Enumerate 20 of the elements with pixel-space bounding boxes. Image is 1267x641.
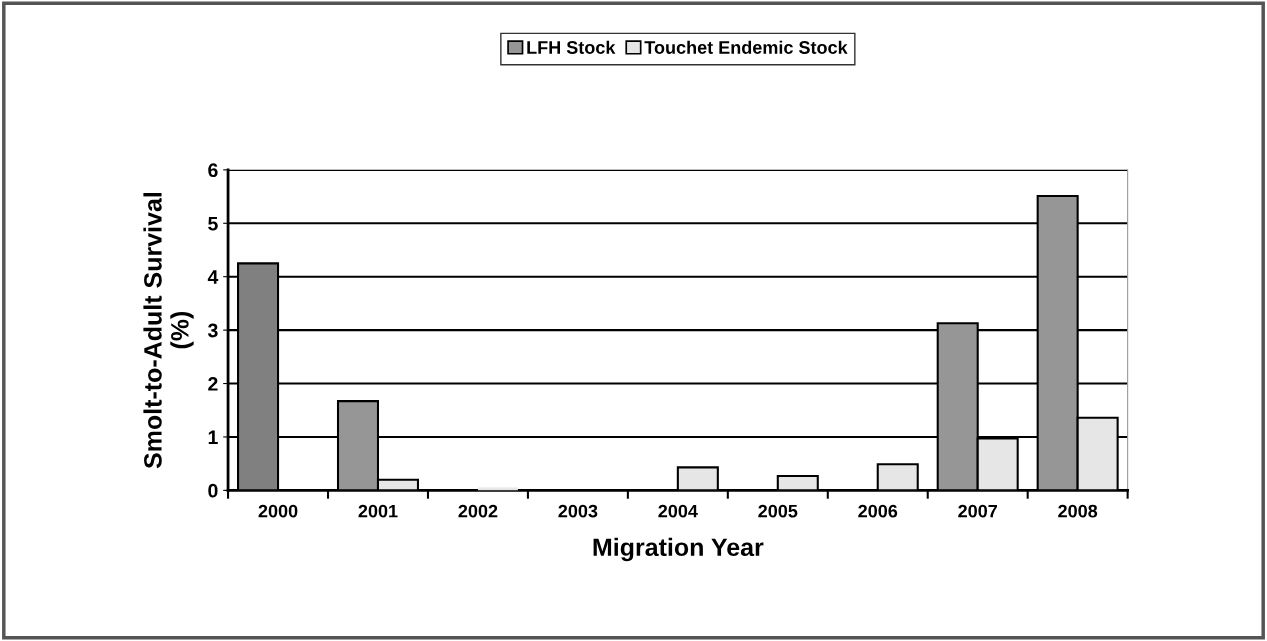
x-tick-label: 2003 xyxy=(558,504,598,518)
y-axis-title: Smolt-to-Adult Survival (%) xyxy=(143,192,194,469)
y-tick-label: 5 xyxy=(208,216,218,231)
legend-label: LFH Stock xyxy=(527,40,616,54)
x-tick-label: 2007 xyxy=(958,504,997,518)
x-tick-label: 2002 xyxy=(458,504,498,518)
y-tick-label: 2 xyxy=(208,377,218,391)
y-tick-label: 4 xyxy=(207,270,219,284)
x-tick-label: 2001 xyxy=(358,504,398,518)
x-tick-label: 2000 xyxy=(258,504,298,518)
y-tick-label: 0 xyxy=(208,483,218,498)
y-tick-label: 3 xyxy=(207,323,218,338)
x-tick-label: 2004 xyxy=(658,504,698,518)
x-tick-label: 2008 xyxy=(1058,504,1098,518)
x-tick-label: 2006 xyxy=(858,504,898,518)
y-tick-label: 1 xyxy=(208,430,218,444)
x-axis-title: Migration Year xyxy=(593,537,764,562)
x-tick-label: 2005 xyxy=(758,504,798,518)
legend-label: Touchet Endemic Stock xyxy=(644,40,848,54)
y-tick-label: 6 xyxy=(208,163,218,178)
